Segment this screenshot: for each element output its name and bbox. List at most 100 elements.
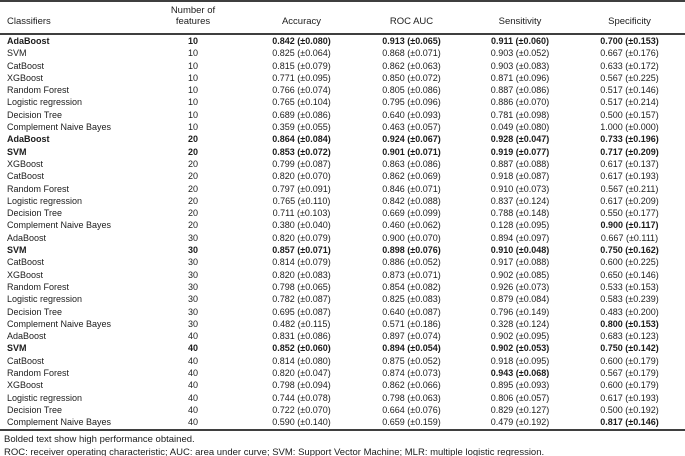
- table-row: Random Forest 40 0.820 (±0.047) 0.874 (±0.0…: [0, 367, 685, 379]
- cell-classifier: Logistic regression: [7, 97, 83, 108]
- cell-roc-auc: 0.900 (±0.070): [382, 232, 441, 243]
- cell-classifier: Random Forest: [7, 183, 70, 194]
- cell-sensitivity: 0.902 (±0.095): [490, 331, 550, 342]
- cell-specificity: 0.800 (±0.153): [600, 318, 659, 329]
- cell-roc-auc: 0.460 (±0.062): [382, 220, 441, 231]
- cell-roc-auc: 0.875 (±0.052): [382, 355, 441, 366]
- cell-sensitivity: 0.918 (±0.087): [490, 171, 550, 182]
- cell-features: 30: [187, 269, 198, 280]
- cell-sensitivity: 0.903 (±0.083): [490, 60, 550, 71]
- cell-specificity: 0.817 (±0.146): [600, 417, 659, 428]
- cell-specificity: 0.750 (±0.162): [600, 245, 659, 256]
- cell-accuracy: 0.482 (±0.115): [272, 318, 331, 329]
- cell-classifier: SVM: [7, 343, 27, 354]
- table-row: Complement Naive Bayes 40 0.590 (±0.140) 0.…: [0, 416, 685, 429]
- cell-roc-auc: 0.862 (±0.069): [382, 171, 441, 182]
- cell-specificity: 0.900 (±0.117): [600, 220, 659, 231]
- cell-sensitivity: 0.928 (±0.047): [490, 134, 550, 145]
- cell-specificity: 0.750 (±0.142): [600, 343, 659, 354]
- cell-specificity: 0.717 (±0.209): [600, 146, 659, 157]
- cell-roc-auc: 0.894 (±0.054): [382, 343, 441, 354]
- cell-classifier: XGBoost: [7, 72, 44, 83]
- cell-sensitivity: 0.917 (±0.088): [490, 257, 550, 268]
- cell-features: 10: [187, 122, 198, 133]
- table-row: Random Forest 20 0.797 (±0.091) 0.846 (±0.0…: [0, 183, 685, 195]
- cell-specificity: 0.517 (±0.146): [600, 85, 659, 96]
- cell-roc-auc: 0.850 (±0.072): [382, 72, 441, 83]
- cell-specificity: 0.517 (±0.214): [600, 97, 659, 108]
- cell-features: 30: [187, 245, 198, 256]
- cell-roc-auc: 0.640 (±0.087): [382, 306, 441, 317]
- cell-specificity: 0.600 (±0.179): [600, 380, 659, 391]
- cell-features: 40: [187, 417, 198, 428]
- cell-accuracy: 0.771 (±0.095): [272, 72, 331, 83]
- cell-accuracy: 0.815 (±0.079): [272, 60, 331, 71]
- cell-features: 30: [187, 232, 198, 243]
- cell-features: 10: [187, 97, 198, 108]
- cell-specificity: 0.733 (±0.196): [600, 134, 659, 145]
- table-row: Logistic regression 40 0.744 (±0.078) 0.798…: [0, 392, 685, 404]
- cell-sensitivity: 0.910 (±0.073): [490, 183, 550, 194]
- table-row: CatBoost 30 0.814 (±0.079) 0.886 (±0.052) 0.…: [0, 256, 685, 268]
- table-row: SVM 30 0.857 (±0.071) 0.898 (±0.076) 0.910 (…: [0, 244, 685, 256]
- cell-specificity: 0.617 (±0.209): [600, 195, 659, 206]
- cell-sensitivity: 0.903 (±0.052): [490, 48, 550, 59]
- cell-accuracy: 0.797 (±0.091): [272, 183, 331, 194]
- table-row: Decision Tree 20 0.711 (±0.103) 0.669 (±0.0…: [0, 207, 685, 219]
- cell-sensitivity: 0.781 (±0.098): [490, 109, 550, 120]
- cell-roc-auc: 0.659 (±0.159): [382, 417, 441, 428]
- cell-roc-auc: 0.862 (±0.066): [382, 380, 441, 391]
- cell-specificity: 0.550 (±0.177): [600, 208, 659, 219]
- cell-roc-auc: 0.873 (±0.071): [382, 269, 441, 280]
- cell-roc-auc: 0.463 (±0.057): [382, 122, 441, 133]
- cell-specificity: 0.700 (±0.153): [600, 36, 659, 46]
- cell-sensitivity: 0.943 (±0.068): [490, 368, 550, 379]
- cell-classifier: Complement Naive Bayes: [7, 318, 112, 329]
- cell-features: 30: [187, 257, 198, 268]
- cell-classifier: Complement Naive Bayes: [7, 122, 112, 133]
- cell-features: 40: [187, 368, 198, 379]
- cell-roc-auc: 0.854 (±0.082): [382, 281, 441, 292]
- cell-accuracy: 0.689 (±0.086): [272, 109, 331, 120]
- table-row: CatBoost 20 0.820 (±0.070) 0.862 (±0.069) 0.…: [0, 170, 685, 182]
- cell-accuracy: 0.820 (±0.083): [272, 269, 331, 280]
- cell-accuracy: 0.722 (±0.070): [272, 404, 331, 415]
- cell-accuracy: 0.864 (±0.084): [272, 134, 331, 145]
- cell-accuracy: 0.765 (±0.110): [272, 195, 331, 206]
- cell-specificity: 0.650 (±0.146): [600, 269, 659, 280]
- cell-sensitivity: 0.911 (±0.060): [491, 36, 549, 46]
- cell-roc-auc: 0.669 (±0.099): [382, 208, 441, 219]
- cell-sensitivity: 0.128 (±0.095): [490, 220, 550, 231]
- cell-sensitivity: 0.328 (±0.124): [490, 318, 550, 329]
- cell-features: 10: [187, 72, 198, 83]
- cell-classifier: Random Forest: [7, 85, 70, 96]
- cell-accuracy: 0.825 (±0.064): [272, 48, 331, 59]
- cell-accuracy: 0.590 (±0.140): [272, 417, 331, 428]
- cell-accuracy: 0.711 (±0.103): [272, 208, 331, 219]
- cell-accuracy: 0.820 (±0.070): [272, 171, 331, 182]
- column-header-accuracy: Accuracy: [246, 1, 357, 35]
- column-header-specificity: Specificity: [574, 1, 685, 35]
- cell-classifier: XGBoost: [7, 269, 44, 280]
- cell-specificity: 0.617 (±0.193): [600, 171, 659, 182]
- table-row: XGBoost 10 0.771 (±0.095) 0.850 (±0.072) 0.8…: [0, 72, 685, 84]
- cell-roc-auc: 0.901 (±0.071): [382, 146, 441, 157]
- cell-specificity: 0.500 (±0.157): [600, 109, 659, 120]
- column-header-sensitivity: Sensitivity: [466, 1, 574, 35]
- cell-features: 10: [187, 60, 198, 71]
- cell-features: 20: [187, 220, 198, 231]
- cell-sensitivity: 0.871 (±0.096): [490, 72, 550, 83]
- cell-accuracy: 0.359 (±0.055): [272, 122, 331, 133]
- cell-features: 20: [187, 146, 198, 157]
- table-row: Random Forest 10 0.766 (±0.074) 0.805 (±0.0…: [0, 84, 685, 96]
- cell-roc-auc: 0.842 (±0.088): [382, 195, 441, 206]
- cell-specificity: 0.667 (±0.111): [600, 232, 659, 243]
- cell-accuracy: 0.814 (±0.080): [272, 355, 331, 366]
- cell-roc-auc: 0.825 (±0.083): [382, 294, 441, 305]
- cell-roc-auc: 0.798 (±0.063): [382, 392, 441, 403]
- cell-sensitivity: 0.919 (±0.077): [490, 146, 550, 157]
- cell-sensitivity: 0.479 (±0.192): [490, 417, 550, 428]
- cell-classifier: CatBoost: [7, 257, 45, 268]
- column-header-features-line1: Number of: [170, 5, 216, 16]
- cell-specificity: 0.567 (±0.225): [600, 72, 659, 83]
